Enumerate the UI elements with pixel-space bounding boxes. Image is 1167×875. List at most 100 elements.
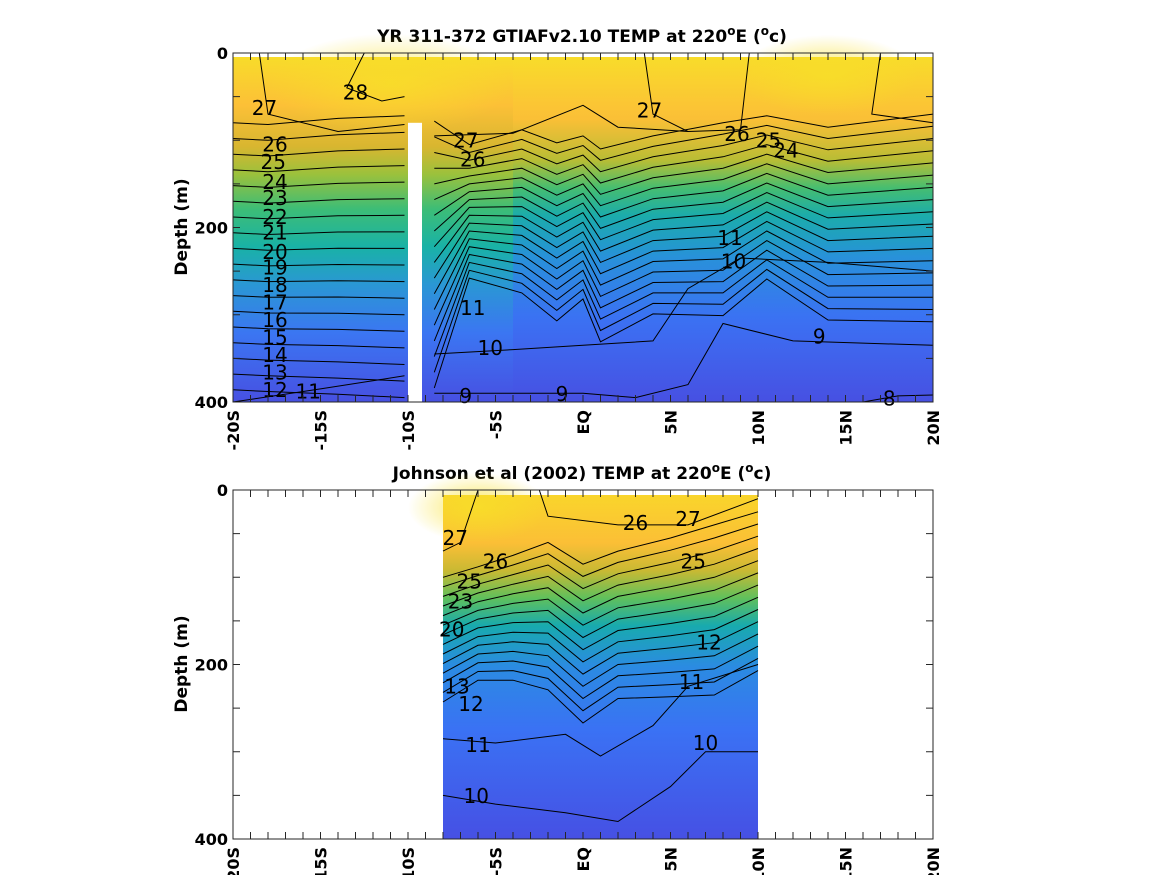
contour-label: 25 (457, 570, 482, 594)
warm-pool (270, 33, 511, 134)
contour-line-27-west (258, 52, 405, 133)
contour-line-east (433, 230, 934, 310)
contour-line-10 (434, 257, 934, 355)
contour-label: 27 (637, 99, 662, 123)
x-tick-label: -20S (224, 410, 243, 450)
contour-line-east (434, 113, 934, 150)
contour-line-west (232, 310, 405, 316)
contour-line-west (232, 247, 405, 251)
x-tick-label: 20N (924, 847, 943, 875)
contour-label: 19 (262, 256, 287, 280)
x-tick-label: 20N (924, 410, 943, 446)
contour-label: 25 (681, 550, 706, 574)
x-tick-label: 15N (837, 847, 856, 875)
bottom-panel-heatmap (233, 472, 933, 839)
contour-line (442, 609, 759, 663)
contour-label: 22 (262, 205, 287, 229)
contour-line-west (232, 181, 405, 188)
contour-label: 12 (458, 692, 483, 716)
x-tick-label: 15S (312, 847, 331, 875)
contour-line (442, 596, 759, 651)
contour-label: 10 (478, 336, 503, 360)
contour-line (442, 621, 759, 675)
x-tick-label: 20S (224, 847, 243, 875)
contour-line-west (232, 131, 405, 141)
contour-line (442, 645, 759, 700)
contour-label: 18 (262, 273, 287, 297)
contour-line (442, 584, 759, 639)
contour-line-east (433, 259, 933, 357)
contour-line-east (433, 211, 934, 279)
contour-label: 13 (444, 674, 469, 698)
contour-line-west (232, 279, 405, 283)
contour-line-28 (346, 52, 405, 102)
contour-line-27 (442, 489, 479, 552)
contour-label: 20 (439, 618, 464, 642)
contour-line-11 (442, 664, 759, 757)
contour-label: 17 (262, 291, 287, 315)
contour-line-west (232, 148, 405, 157)
contour-label: 26 (262, 133, 287, 157)
contour-line-east (434, 153, 934, 195)
contour-label: 15 (262, 325, 287, 349)
contour-line-east (433, 277, 934, 389)
contour-label: 27 (252, 96, 277, 120)
contour-label: 20 (262, 240, 287, 264)
contour-line-west (232, 263, 405, 267)
contour-label: 10 (464, 784, 489, 808)
contour-line-west (232, 389, 405, 399)
contour-line (442, 572, 759, 626)
x-tick-label: -5S (487, 410, 506, 439)
contour-line-10 (442, 751, 758, 823)
y-tick-label: 400 (195, 393, 228, 412)
contour-label: 11 (679, 670, 704, 694)
contour-label: 13 (262, 360, 287, 384)
contour-line-west (232, 231, 405, 236)
contour-label: 8 (883, 387, 896, 411)
contour-label: 27 (675, 507, 700, 531)
y-tick-label: 400 (195, 830, 228, 849)
contour-line-west (232, 373, 405, 382)
x-tick-label: 10S (399, 847, 418, 875)
contour-label: 9 (556, 382, 569, 406)
x-tick-label: 10N (749, 847, 768, 875)
warm-pool (408, 472, 548, 543)
contour-label: 10 (693, 731, 718, 755)
contour-label: 11 (460, 296, 485, 320)
top-panel-contour-labels: 2827272726262625252424232221201918171615… (252, 80, 896, 410)
bottom-panel: Johnson et al (2002) TEMP at 220oE (oc) … (172, 461, 943, 875)
top-panel-axes: -20S -15S -10S -5S EQ 5N 10N 15N 20N 0 200 400 (195, 44, 943, 450)
contour-label: 11 (465, 733, 490, 757)
contour-line (442, 535, 759, 597)
contour-label: 21 (262, 221, 287, 245)
temperature-field (443, 495, 758, 839)
x-tick-label: -15S (312, 410, 331, 450)
contour-line (442, 670, 759, 724)
top-panel-contours (232, 52, 934, 403)
contour-line-west (232, 165, 405, 173)
x-tick-label: 5N (662, 847, 681, 872)
bottom-panel-contours (442, 489, 759, 823)
contour-line (442, 560, 759, 617)
top-panel-y-axis-label: Depth (m) (172, 178, 192, 275)
contour-line-east (434, 144, 934, 184)
contour-line (442, 511, 759, 578)
y-tick-label: 0 (217, 44, 228, 63)
contour-line-west (232, 214, 405, 220)
contour-label: 11 (296, 380, 321, 404)
contour-line-27-east (434, 52, 750, 137)
contour-label: 24 (262, 170, 287, 194)
contour-label: 26 (483, 550, 508, 574)
y-tick-label: 200 (195, 656, 228, 675)
contour-line-west (232, 115, 405, 126)
contour-line-26 (538, 489, 759, 526)
bottom-panel-axes: 20S 15S 10S -5S EQ 5N 10N 15N 20N 0 200 400 (195, 481, 943, 875)
contour-label: 27 (443, 526, 468, 550)
contour-label: 26 (623, 511, 648, 535)
contour-line-east (433, 182, 934, 232)
x-tick-label: 5N (662, 410, 681, 435)
contour-label: 16 (262, 308, 287, 332)
contour-line-west (232, 342, 405, 349)
